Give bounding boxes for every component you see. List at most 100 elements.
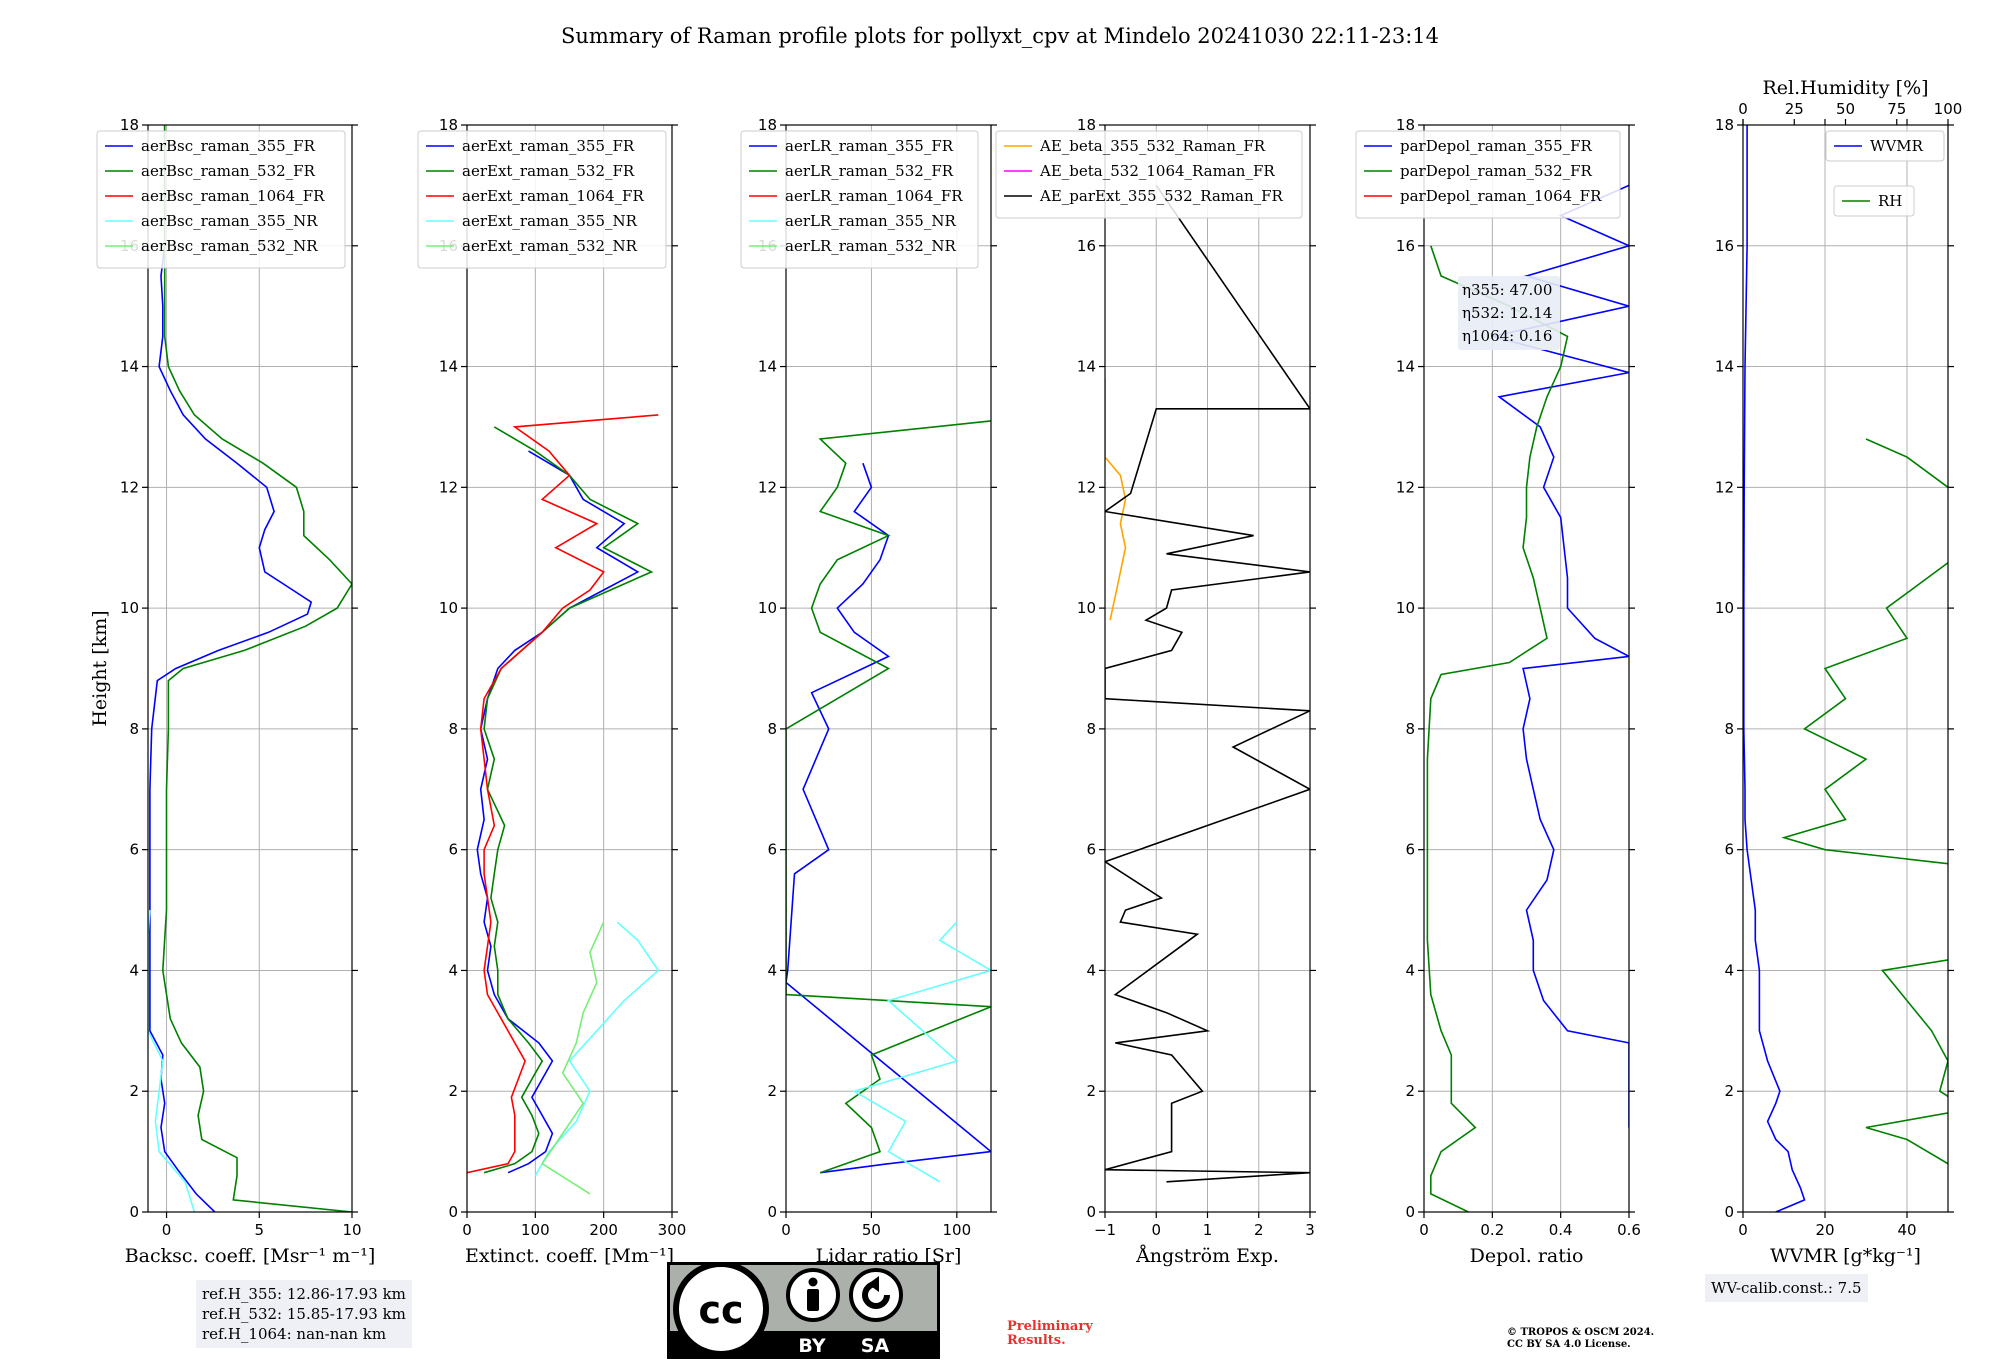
legend-label: RH	[1878, 192, 1902, 210]
x-tick-label: 20	[1815, 1221, 1834, 1239]
series-group	[467, 414, 660, 1195]
y-tick-label: 16	[1396, 237, 1415, 255]
axes-frame	[1423, 124, 1630, 1213]
y-tick-label: 14	[1715, 358, 1734, 376]
y-tick-label: 12	[758, 478, 777, 496]
legend-label: aerExt_raman_532_NR	[462, 237, 638, 255]
y-tick-label: 2	[129, 1082, 139, 1100]
x-tick-label: 0	[462, 1221, 472, 1239]
y-tick-label: 14	[1077, 358, 1096, 376]
series-line-aerLR_raman_355_NR	[852, 921, 991, 1183]
y-tick-label: 12	[1077, 478, 1096, 496]
y-tick-label: 8	[129, 720, 139, 738]
y-tick-label: 6	[767, 841, 777, 859]
y-tick-label: 18	[1396, 116, 1415, 134]
y-tick-label: 4	[767, 961, 777, 979]
y-tick-label: 14	[120, 358, 139, 376]
y-tick-label: 18	[439, 116, 458, 134]
top-x-tick-label: 75	[1887, 100, 1906, 118]
legend-label: aerBsc_raman_532_FR	[141, 162, 316, 180]
axes-frame	[785, 124, 992, 1213]
top-x-axis-label: Rel.Humidity [%]	[1762, 77, 1928, 99]
axes-frame	[147, 124, 353, 1213]
y-tick-label: 8	[448, 720, 458, 738]
y-tick-label: 18	[1715, 116, 1734, 134]
legend: aerExt_raman_355_FR aerExt_raman_532_FRae…	[417, 130, 667, 269]
eta-label: η532: 12.14	[1462, 304, 1552, 322]
axes-frame	[466, 124, 673, 1213]
x-tick-label: 0	[781, 1221, 791, 1239]
panel-depolarization: 0 0.2 0.4 0.6 0 2 4 6 8 10 12 14 16 18 Depol. ratio par…	[1355, 116, 1641, 1267]
y-tick-label: 6	[129, 841, 139, 859]
attribution-icon-head	[808, 1277, 818, 1287]
legend-label: AE_beta_355_532_Raman_FR	[1039, 137, 1266, 155]
x-tick-label: 0.2	[1480, 1221, 1504, 1239]
y-tick-label: 12	[120, 478, 139, 496]
y-tick-label: 18	[120, 116, 139, 134]
legend: aerLR_raman_355_FR aerLR_raman_532_FR aerL…	[740, 130, 979, 269]
x-tick-label: 100	[521, 1221, 550, 1239]
wv-calibration-text: WV-calib.const.: 7.5	[1711, 1279, 1862, 1297]
share-alike-icon	[849, 1268, 903, 1322]
preliminary-note: Preliminary Results.	[1007, 1320, 1093, 1348]
axes-frame	[1742, 124, 1949, 1213]
top-x-tick-label: 50	[1836, 100, 1855, 118]
legend-box	[1833, 185, 1915, 217]
y-tick-label: 10	[1077, 599, 1096, 617]
x-tick-label: 0.4	[1549, 1221, 1573, 1239]
y-tick-label: 10	[1715, 599, 1734, 617]
legend-box	[1355, 130, 1621, 219]
legend-label: aerExt_raman_532_FR	[462, 162, 635, 180]
legend-WVMR: WVMR	[1825, 130, 1945, 162]
x-axis-label: Depol. ratio	[1470, 1245, 1584, 1267]
series-line-aerExt_raman_532_FR	[483, 426, 654, 1174]
figure-title: Summary of Raman profile plots for polly…	[561, 24, 1439, 48]
legend-box	[417, 130, 667, 269]
y-tick-label: 10	[1396, 599, 1415, 617]
eta-annotations: η355: 47.00 η532: 12.14 η1064: 0.16	[1458, 276, 1560, 350]
x-tick-label: 50	[862, 1221, 881, 1239]
y-tick-label: 0	[767, 1203, 777, 1221]
y-tick-label: 8	[767, 720, 777, 738]
y-tick-label: 2	[448, 1082, 458, 1100]
legend-box	[995, 130, 1303, 219]
x-tick-label: 1	[1203, 1221, 1213, 1239]
y-tick-label: 14	[1396, 358, 1415, 376]
series-line-parDepol_raman_355_FR	[1492, 184, 1629, 1128]
legend-label: parDepol_raman_1064_FR	[1400, 187, 1602, 205]
y-tick-label: 2	[1086, 1082, 1096, 1100]
legend-label: aerBsc_raman_1064_FR	[141, 187, 325, 205]
y-tick-label: 16	[1077, 237, 1096, 255]
y-tick-label: 14	[439, 358, 458, 376]
series-group	[1105, 184, 1310, 1183]
legend-label: aerLR_raman_355_NR	[785, 212, 956, 230]
eta-box	[1458, 276, 1560, 350]
ref-height-355: ref.H_355: 12.86-17.93 km	[202, 1285, 406, 1303]
series-line-AE_beta_355_532_Raman_FR	[1105, 378, 1127, 621]
x-tick-label: 300	[658, 1221, 687, 1239]
series-line-aerLR_raman_355_FR	[786, 462, 991, 1174]
y-tick-label: 6	[448, 841, 458, 859]
y-tick-label: 4	[1724, 961, 1734, 979]
panel-lidar-ratio: 050100024681012141618Lidar ratio [Sr]aer…	[740, 116, 997, 1267]
x-tick-label: −1	[1094, 1221, 1116, 1239]
legend-box	[96, 130, 346, 269]
x-tick-label: 5	[254, 1221, 264, 1239]
panel-water-vapor: 0 20 40 0 2 4 6 8 10 12 14 16 18 WVMR [g*kg⁻¹] 0 25 50 75…	[1715, 77, 1962, 1267]
x-tick-label: 100	[943, 1221, 972, 1239]
y-tick-label: 0	[448, 1203, 458, 1221]
x-axis-label: Extinct. coeff. [Mm⁻¹]	[465, 1245, 674, 1267]
legend-box	[1825, 130, 1945, 162]
share-alike-arc	[862, 1281, 890, 1309]
copyright-line-2: CC BY SA 4.0 License.	[1507, 1339, 1631, 1350]
cc-icon	[673, 1262, 769, 1357]
y-tick-label: 18	[1077, 116, 1096, 134]
y-tick-label: 12	[439, 478, 458, 496]
x-tick-label: 0	[1151, 1221, 1161, 1239]
series-line-aerExt_raman_355_FR	[476, 450, 640, 1174]
cc-by-sa-badge: cc BY SA	[667, 1262, 940, 1359]
y-tick-label: 4	[129, 961, 139, 979]
badge-by-label: BY	[798, 1335, 825, 1357]
legend-label: aerBsc_raman_355_FR	[141, 137, 316, 155]
y-tick-label: 2	[767, 1082, 777, 1100]
